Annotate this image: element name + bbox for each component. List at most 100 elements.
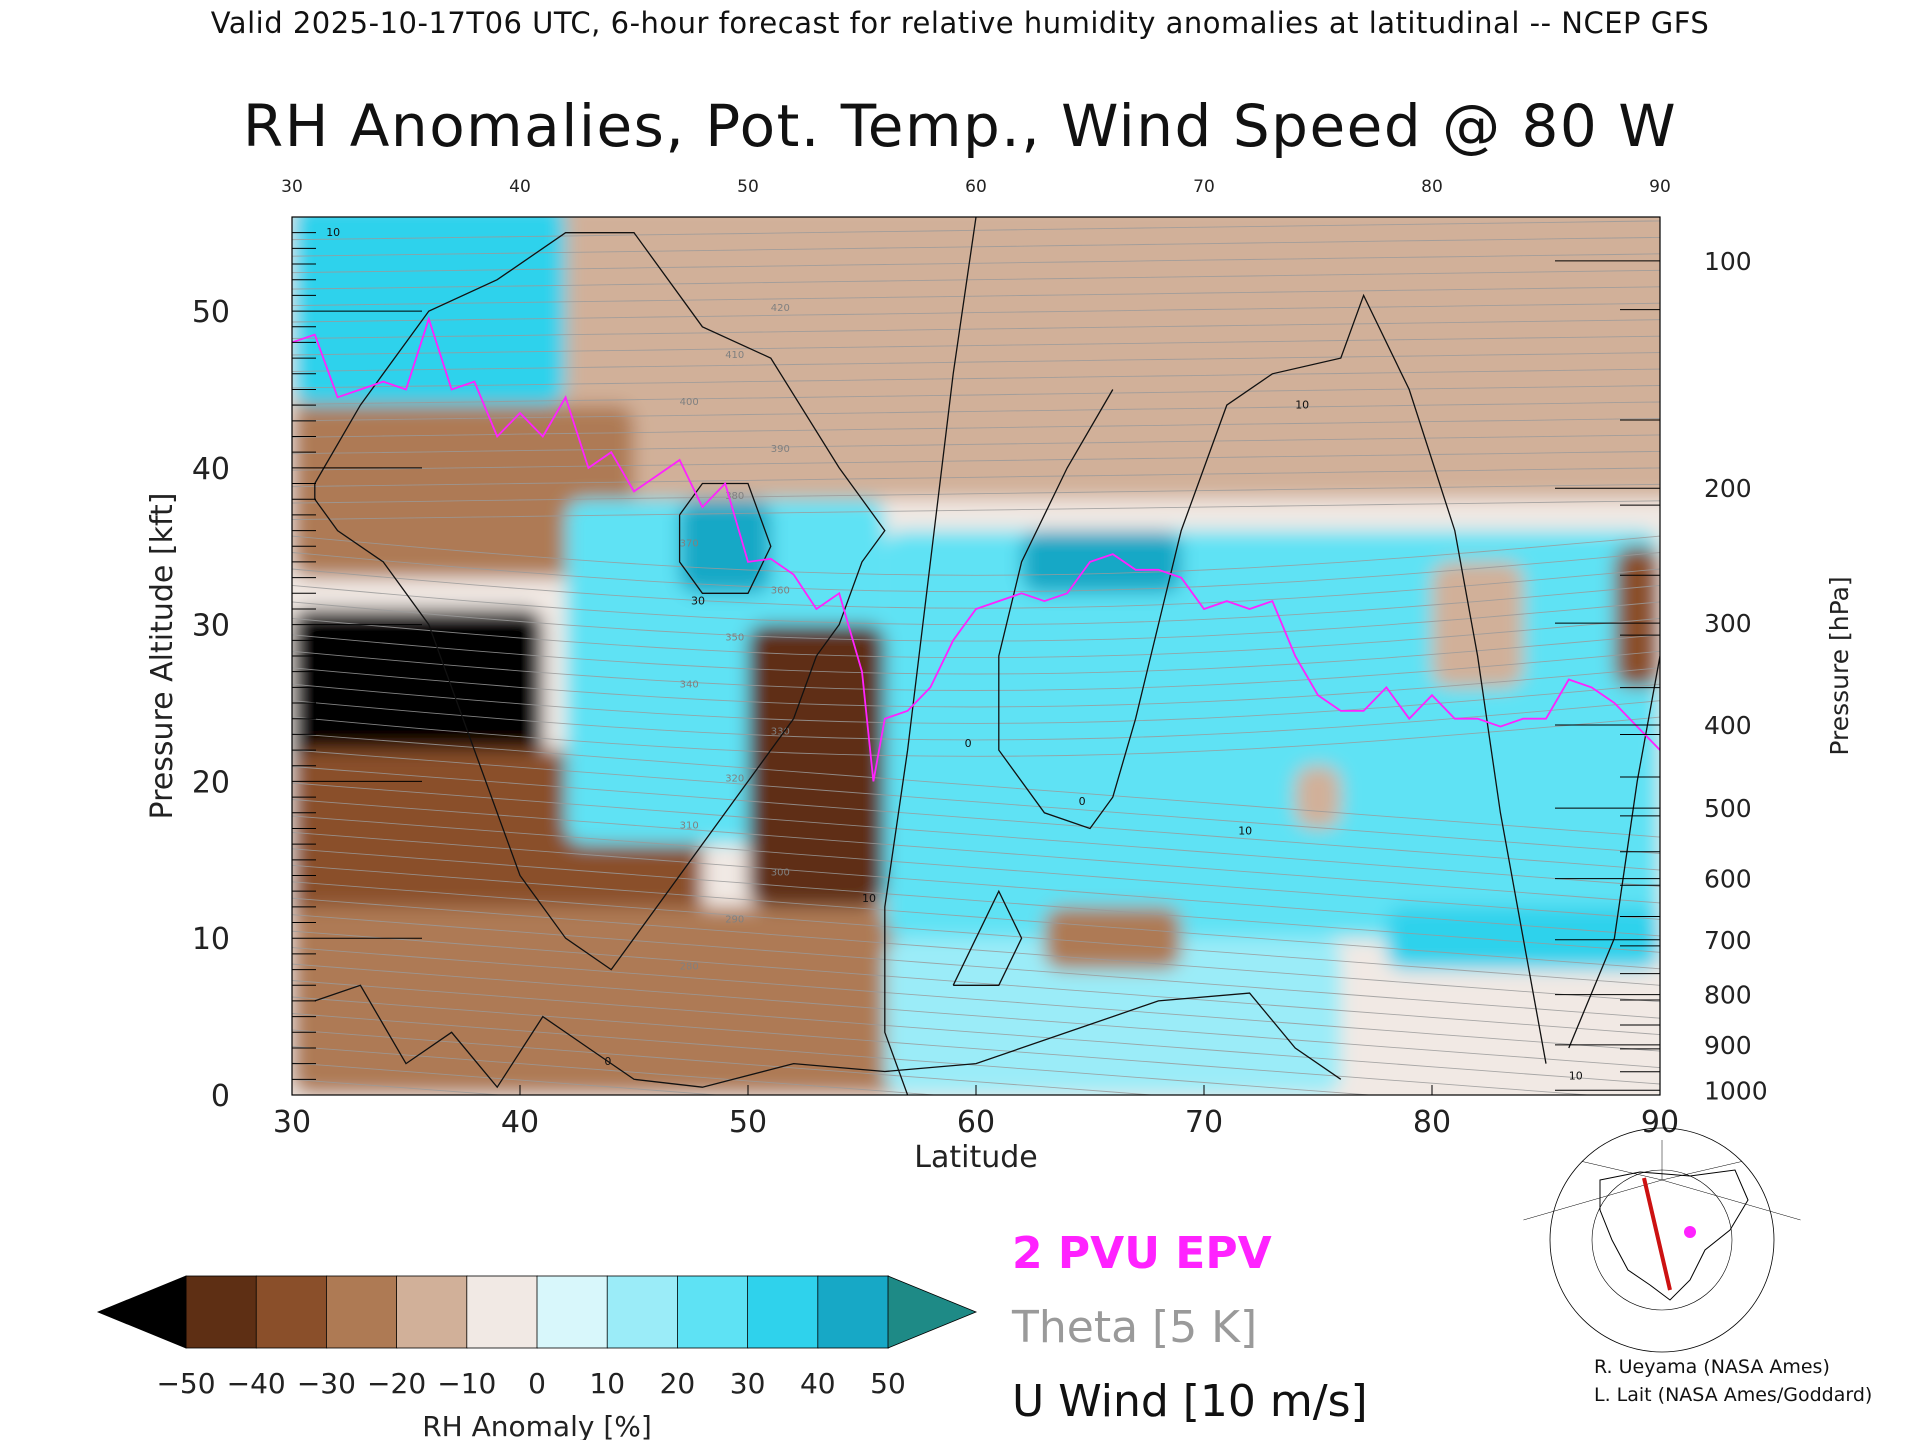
theta-line	[292, 815, 1660, 920]
rh-region-8	[748, 624, 885, 907]
rh-region-14	[1432, 561, 1524, 688]
theta-line	[292, 483, 1660, 504]
wind-label-2: 0	[965, 737, 972, 750]
theta-line	[292, 418, 1660, 438]
theta-line	[292, 368, 1660, 389]
theta-line	[292, 667, 1660, 708]
colorbar-seg-3	[396, 1275, 468, 1349]
colorbar-seg-1	[255, 1275, 328, 1349]
colorbar-seg-4	[466, 1275, 538, 1349]
colorbar-tick-3: −20	[367, 1367, 426, 1400]
pressure-tick-label-500: 500	[1704, 794, 1752, 823]
theta-line	[292, 650, 1660, 691]
x-tick-label-80: 80	[1413, 1105, 1451, 1140]
theta-line	[292, 401, 1660, 422]
colorbar-tick-10: 50	[870, 1367, 906, 1400]
header-text: Valid 2025-10-17T06 UTC, 6-hour forecast…	[210, 6, 1710, 40]
y-tick-label-50: 50	[192, 295, 230, 330]
theta-label-360: 360	[771, 585, 790, 596]
pressure-tick-label-200: 200	[1704, 474, 1752, 503]
theta-line	[292, 700, 1660, 741]
theta-label-390: 390	[771, 444, 790, 455]
theta-line	[292, 352, 1660, 372]
theta-line	[292, 319, 1660, 339]
pressure-tick-label-800: 800	[1704, 981, 1752, 1010]
pressure-tick-label-1000: 1000	[1704, 1076, 1768, 1105]
theta-line	[292, 253, 1660, 274]
x-tick-label-40: 40	[501, 1105, 539, 1140]
theta-label-280: 280	[680, 962, 699, 973]
wind-label-8: 10	[1569, 1069, 1583, 1082]
colorbar-tick-0: −50	[156, 1367, 215, 1400]
pressure-tick-label-600: 600	[1704, 865, 1752, 894]
legend-epv-label: 2 PVU EPV	[1012, 1228, 1272, 1279]
credit-line-2: L. Lait (NASA Ames/Goddard)	[1594, 1384, 1873, 1406]
colorbar-tick-5: 0	[528, 1367, 546, 1400]
wind-contour-2	[884, 217, 977, 1095]
theta-line	[292, 881, 1660, 986]
theta-line	[292, 434, 1660, 455]
pressure-tick-label-300: 300	[1704, 609, 1752, 638]
theta-label-410: 410	[725, 350, 744, 361]
theta-label-340: 340	[680, 679, 699, 690]
x-tick-label-30: 30	[273, 1105, 311, 1140]
colorbar-tick-2: −30	[297, 1367, 356, 1400]
colorbar: −50 −40 −30 −20 −10 0 10 20 30 40 50 RH Anomaly [%]	[96, 1275, 978, 1440]
theta-line	[292, 1078, 506, 1095]
colorbar-seg-0	[185, 1275, 258, 1349]
theta-line	[292, 286, 1660, 307]
colorbar-tick-9: 40	[800, 1367, 836, 1400]
x-top-tick-label-40: 40	[509, 177, 531, 197]
rh-blur-group	[292, 217, 1660, 1095]
wind-label-4: 10	[1238, 825, 1252, 838]
theta-label-370: 370	[680, 538, 699, 549]
legend-uwind-label: U Wind [10 m/s]	[1012, 1376, 1368, 1427]
rh-region-13	[1044, 906, 1182, 970]
y-tick-label-20: 20	[192, 765, 230, 800]
y-axis-label-left: Pressure Altitude [kft]	[145, 493, 180, 820]
x-top-tick-label-90: 90	[1649, 177, 1671, 197]
theta-line	[292, 683, 1660, 724]
colorbar-tick-7: 20	[660, 1367, 696, 1400]
theta-line	[292, 1062, 723, 1095]
wind-contour-1	[314, 232, 886, 971]
map-outer-circle	[1549, 1127, 1775, 1353]
y-tick-label-10: 10	[192, 922, 230, 957]
rh-region-5	[292, 906, 908, 1095]
colorbar-under-arrow	[96, 1275, 187, 1349]
theta-line	[292, 947, 1660, 1052]
epv-series-line	[292, 315, 1660, 782]
map-inner-circle	[1591, 1169, 1733, 1311]
y-tick-label-0: 0	[211, 1079, 230, 1114]
theta-line	[292, 467, 1660, 488]
wind-label-0: 10	[326, 226, 340, 239]
theta-line	[292, 634, 1660, 675]
rh-region-15	[1614, 546, 1660, 688]
colorbar-seg-8	[747, 1275, 819, 1349]
theta-line	[292, 766, 1660, 871]
colorbar-over-arrow	[887, 1275, 978, 1349]
colorbar-seg-2	[325, 1275, 398, 1349]
x-tick-label-50: 50	[729, 1105, 767, 1140]
x-top-tick-label-80: 80	[1421, 177, 1443, 197]
y-tick-label-30: 30	[192, 609, 230, 644]
pressure-tick-label-400: 400	[1704, 711, 1752, 740]
theta-line	[292, 335, 1660, 356]
theta-label-290: 290	[725, 915, 744, 926]
wind-label-7: 0	[604, 1055, 611, 1068]
theta-line	[292, 535, 1660, 576]
theta-line	[292, 749, 1660, 854]
theta-line	[292, 799, 1660, 904]
chart-title: RH Anomalies, Pot. Temp., Wind Speed @ 8…	[242, 92, 1678, 160]
theta-line	[292, 831, 1660, 937]
x-axis-label: Latitude	[914, 1140, 1037, 1175]
theta-line	[292, 980, 1660, 1085]
wind-label-6: 10	[862, 892, 876, 905]
theta-line	[292, 963, 1660, 1069]
x-tick-label-60: 60	[957, 1105, 995, 1140]
theta-line	[292, 914, 1660, 1019]
colorbar-tick-4: −10	[437, 1367, 496, 1400]
theta-line	[292, 552, 1660, 593]
